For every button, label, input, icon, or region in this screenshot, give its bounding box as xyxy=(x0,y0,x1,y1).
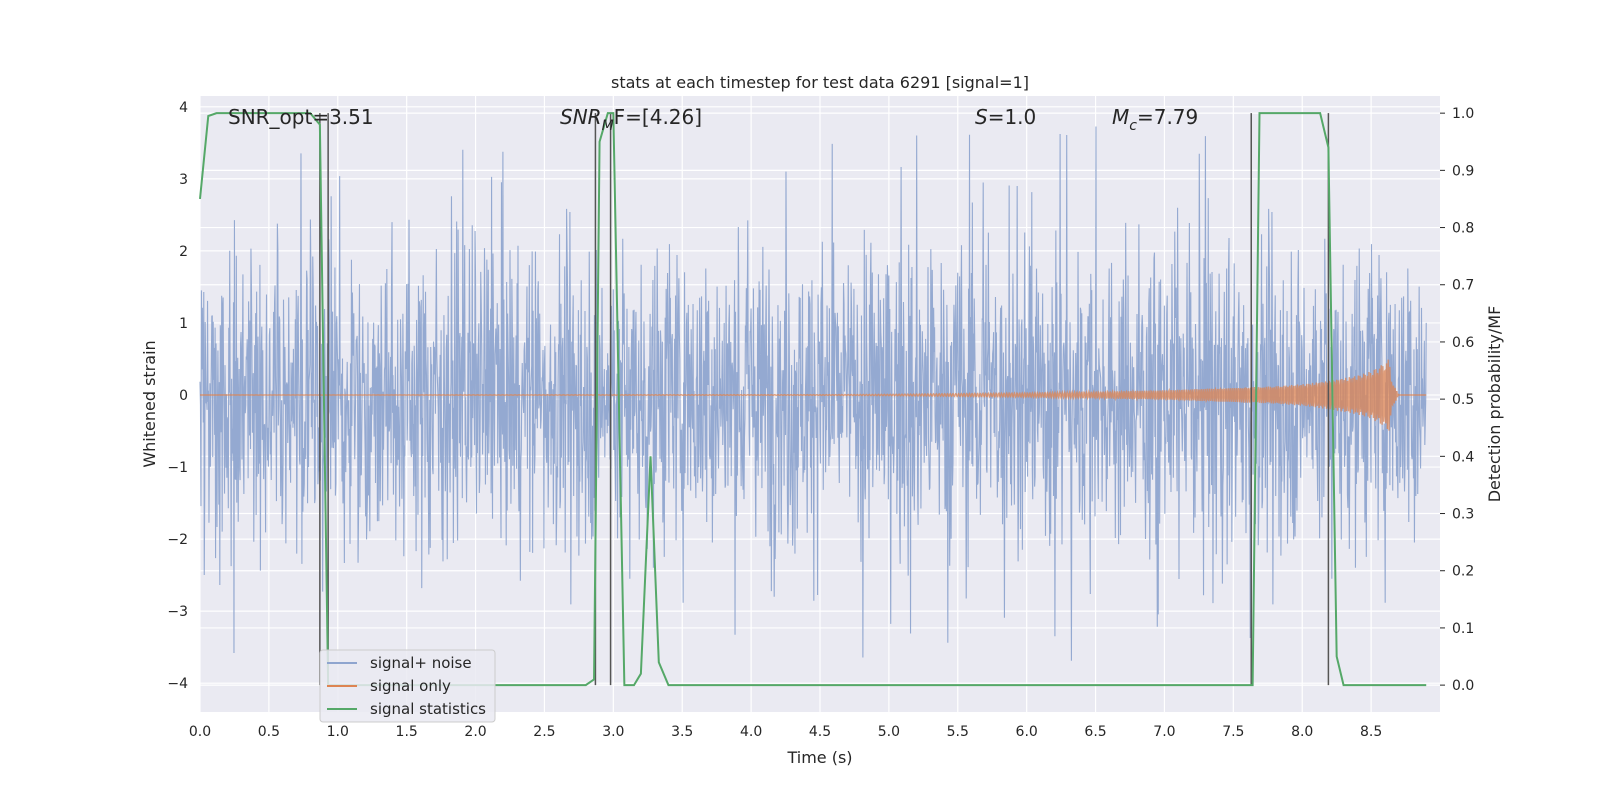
series-signal-only xyxy=(200,359,1427,431)
y-tick-label: 4 xyxy=(179,100,188,116)
annotation-s-main: S xyxy=(975,105,988,129)
x-tick-label: 3.5 xyxy=(671,724,693,740)
x-tick-label: 7.0 xyxy=(1153,724,1175,740)
annotation-snr-mf-main: SNR xyxy=(560,105,602,129)
annotation-mc-rest: =7.79 xyxy=(1137,105,1198,129)
y-tick-label-right: 0.8 xyxy=(1452,221,1474,237)
y-tick-label: 2 xyxy=(179,244,188,260)
x-tick-label: 3.0 xyxy=(602,724,624,740)
legend: signal+ noise signal only signal statist… xyxy=(319,649,496,723)
y-tick-label-right: 0.7 xyxy=(1452,278,1474,294)
y-tick-label: −1 xyxy=(167,460,188,476)
x-tick-label: 8.0 xyxy=(1291,724,1313,740)
tick-labels: 0.0 0.5 1.0 1.5 2.0 2.5 3.0 3.5 4.0 4.5 5.0 5.5 6.0 6… xyxy=(167,100,1474,740)
annotation-snr-mf: SNRMF=[4.26] xyxy=(560,105,702,134)
line-signal-statistics xyxy=(199,112,1427,687)
annotation-snr-mf-rest: F=[4.26] xyxy=(614,105,702,129)
y-tick-label-right: 1.0 xyxy=(1452,106,1474,122)
y-tick-label-right: 0.2 xyxy=(1452,564,1474,580)
y-tick-label-right: 0.5 xyxy=(1452,392,1474,408)
line-signal-noise xyxy=(199,126,1427,661)
series-signal-noise xyxy=(199,126,1427,661)
x-tick-label: 0.5 xyxy=(258,724,280,740)
legend-label-statistics: signal statistics xyxy=(370,700,486,718)
annotation-mc-main: M xyxy=(1112,105,1129,129)
x-tick-label: 0.0 xyxy=(189,724,211,740)
annotation-mc-sub: c xyxy=(1129,118,1137,134)
y-tick-label: −2 xyxy=(167,532,188,548)
y-tick-label-right: 0.6 xyxy=(1452,335,1474,351)
annotation-snr-opt: SNR_opt=3.51 xyxy=(228,105,374,129)
x-tick-label: 8.5 xyxy=(1360,724,1382,740)
series-signal-statistics xyxy=(199,112,1427,687)
legend-label-noise: signal+ noise xyxy=(370,654,472,672)
annotation-s: S=1.0 xyxy=(975,105,1036,129)
y-tick-label-right: 0.3 xyxy=(1452,507,1474,523)
annotation-snr-mf-sub: M xyxy=(602,118,614,134)
y-tick-label-right: 0.1 xyxy=(1452,621,1474,637)
x-tick-label: 2.0 xyxy=(464,724,486,740)
x-axis-label: Time (s) xyxy=(786,748,852,767)
chart-title: stats at each timestep for test data 629… xyxy=(611,73,1029,92)
annotation-s-rest: =1.0 xyxy=(988,105,1037,129)
y-tick-label-right: 0.4 xyxy=(1452,449,1474,465)
x-tick-label: 6.0 xyxy=(1016,724,1038,740)
x-tick-label: 4.0 xyxy=(740,724,762,740)
y-axis-label: Whitened strain xyxy=(140,340,159,467)
legend-label-signal: signal only xyxy=(370,677,451,695)
y-tick-label-right: 0.9 xyxy=(1452,163,1474,179)
y-tick-label: 0 xyxy=(179,388,188,404)
x-tick-label: 7.5 xyxy=(1222,724,1244,740)
legend-box xyxy=(319,649,496,723)
y-tick-label-right: 0.0 xyxy=(1452,678,1474,694)
x-tick-label: 1.5 xyxy=(396,724,418,740)
y-tick-label: −4 xyxy=(167,676,188,692)
x-tick-label: 6.5 xyxy=(1084,724,1106,740)
line-signal-only xyxy=(200,359,1427,431)
y-tick-label: 3 xyxy=(179,172,188,188)
y-axis-label-right: Detection probability/MF xyxy=(1485,306,1504,503)
annotation-mc: Mc=7.79 xyxy=(1112,105,1198,134)
x-tick-label: 1.0 xyxy=(327,724,349,740)
y-tick-label: −3 xyxy=(167,604,188,620)
x-tick-label: 2.5 xyxy=(533,724,555,740)
y-tick-label: 1 xyxy=(179,316,188,332)
x-tick-label: 5.0 xyxy=(878,724,900,740)
x-tick-label: 5.5 xyxy=(947,724,969,740)
x-tick-label: 4.5 xyxy=(809,724,831,740)
